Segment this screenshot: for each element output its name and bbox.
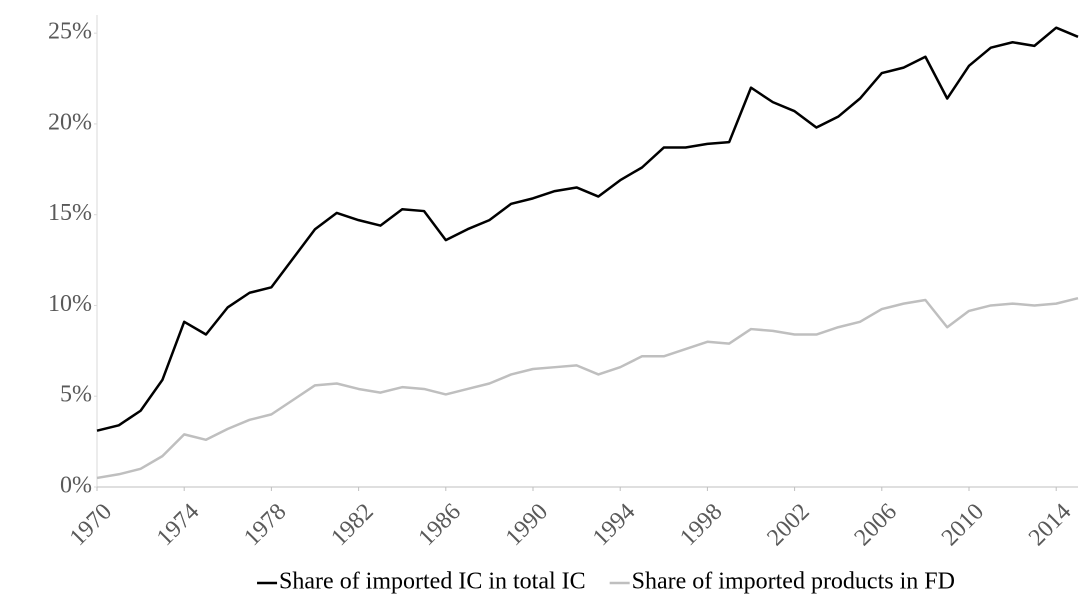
- legend-label: Share of imported products in FD: [632, 569, 955, 595]
- x-tick-label: 1990: [501, 499, 553, 551]
- x-tick-label: 1978: [239, 499, 291, 551]
- y-tick-label: 5%: [60, 382, 92, 408]
- x-tick-label: 2014: [1024, 499, 1076, 551]
- x-tick-label: 1974: [152, 499, 204, 551]
- y-tick-label: 25%: [48, 19, 92, 45]
- x-tick-label: 1970: [65, 499, 117, 551]
- x-tick-label: 1998: [675, 499, 727, 551]
- x-tick-label: 2002: [762, 499, 814, 551]
- x-tick-label: 1994: [588, 499, 640, 551]
- legend: Share of imported IC in total IC Share of…: [257, 569, 955, 595]
- series-line: [96, 296, 1079, 480]
- y-tick-label: 15%: [48, 200, 92, 226]
- x-tick-label: 2010: [937, 499, 989, 551]
- legend-label: Share of imported IC in total IC: [279, 569, 586, 595]
- x-tick-label: 2006: [850, 499, 902, 551]
- series-line: [96, 26, 1079, 432]
- x-tick-label: 1982: [326, 499, 378, 551]
- y-tick-label: 10%: [48, 291, 92, 317]
- y-tick-label: 20%: [48, 109, 92, 135]
- y-tick-label: 0%: [60, 473, 92, 499]
- x-tick-label: 1986: [414, 499, 466, 551]
